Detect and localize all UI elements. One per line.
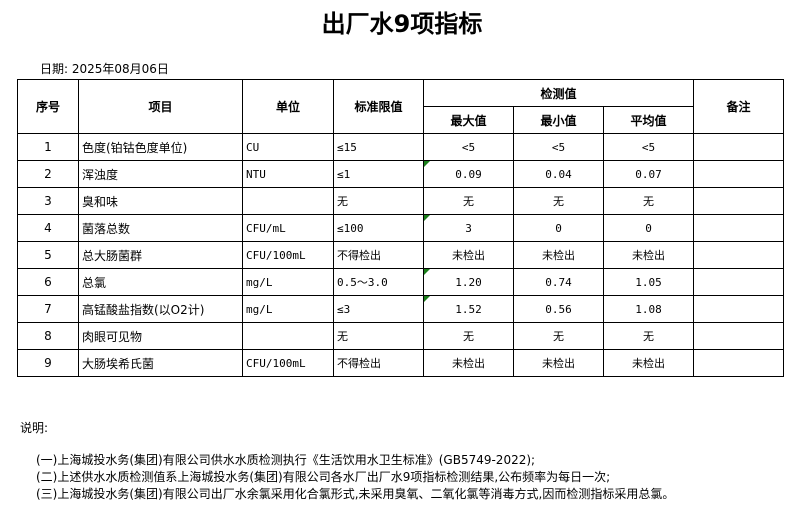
cell-min: 0.74 <box>513 268 604 296</box>
header-avg: 平均值 <box>603 106 694 134</box>
cell-no: 9 <box>17 349 79 377</box>
cell-unit <box>242 187 334 215</box>
cell-remark <box>693 349 784 377</box>
cell-max: 3 <box>423 214 514 242</box>
header-unit: 单位 <box>242 79 334 134</box>
cell-avg: 无 <box>603 187 694 215</box>
cell-remark <box>693 187 784 215</box>
cell-avg: 未检出 <box>603 241 694 269</box>
cell-min: 0.04 <box>513 160 604 188</box>
table-row: 6 总氯 mg/L 0.5～3.0 1.20 0.74 1.05 <box>17 268 784 296</box>
cell-unit: CFU/mL <box>242 214 334 242</box>
header-item: 项目 <box>78 79 243 134</box>
cell-no: 3 <box>17 187 79 215</box>
cell-max: 1.52 <box>423 295 514 323</box>
notes-label: 说明: <box>20 421 49 435</box>
cell-limit: 0.5～3.0 <box>333 268 424 296</box>
cell-unit <box>242 322 334 350</box>
cell-max: 无 <box>423 187 514 215</box>
header-no: 序号 <box>17 79 79 134</box>
table-row: 3 臭和味无无无无 <box>17 187 784 215</box>
report-date: 日期: 2025年08月06日 <box>40 62 169 76</box>
cell-unit: mg/L <box>242 268 334 296</box>
cell-item: 菌落总数 <box>78 214 243 242</box>
note-line: (一)上海城投水务(集团)有限公司供水水质检测执行《生活饮用水卫生标准》(GB5… <box>36 453 536 467</box>
cell-min: 未检出 <box>513 349 604 377</box>
cell-remark <box>693 214 784 242</box>
cell-min: 未检出 <box>513 241 604 269</box>
cell-item: 高锰酸盐指数(以O2计) <box>78 295 243 323</box>
cell-max: 未检出 <box>423 241 514 269</box>
cell-item: 浑浊度 <box>78 160 243 188</box>
cell-avg: 1.05 <box>603 268 694 296</box>
cell-limit: ≤1 <box>333 160 424 188</box>
cell-min: 0 <box>513 214 604 242</box>
cell-remark <box>693 241 784 269</box>
cell-min: 无 <box>513 322 604 350</box>
page-title: 出厂水9项指标 <box>321 10 483 38</box>
cell-remark <box>693 268 784 296</box>
cell-item: 总大肠菌群 <box>78 241 243 269</box>
cell-limit: ≤100 <box>333 214 424 242</box>
cell-unit: mg/L <box>242 295 334 323</box>
cell-no: 6 <box>17 268 79 296</box>
cell-item: 大肠埃希氏菌 <box>78 349 243 377</box>
cell-no: 8 <box>17 322 79 350</box>
table-row: 9 大肠埃希氏菌 CFU/100mL 不得检出 未检出 未检出 未检出 <box>17 349 784 377</box>
cell-no: 5 <box>17 241 79 269</box>
cell-avg: 0 <box>603 214 694 242</box>
cell-max: 1.20 <box>423 268 514 296</box>
cell-no: 1 <box>17 133 79 161</box>
cell-item: 总氯 <box>78 268 243 296</box>
cell-limit: 无 <box>333 187 424 215</box>
cell-remark <box>693 160 784 188</box>
cell-avg: 1.08 <box>603 295 694 323</box>
cell-limit: 无 <box>333 322 424 350</box>
cell-no: 4 <box>17 214 79 242</box>
header-detect: 检测值 <box>423 79 694 107</box>
cell-avg: 无 <box>603 322 694 350</box>
header-min: 最小值 <box>513 106 604 134</box>
cell-unit: CFU/100mL <box>242 241 334 269</box>
cell-limit: ≤15 <box>333 133 424 161</box>
cell-no: 7 <box>17 295 79 323</box>
table-row: 7 高锰酸盐指数(以O2计) mg/L ≤3 1.52 0.56 1.08 <box>17 295 784 323</box>
cell-max: <5 <box>423 133 514 161</box>
cell-avg: 未检出 <box>603 349 694 377</box>
table-row: 5 总大肠菌群 CFU/100mL 不得检出 未检出 未检出 未检出 <box>17 241 784 269</box>
cell-unit: CU <box>242 133 334 161</box>
table-row: 4 菌落总数 CFU/mL ≤100 3 0 0 <box>17 214 784 242</box>
table-row: 2 浑浊度 NTU ≤1 0.09 0.04 0.07 <box>17 160 784 188</box>
header-limit: 标准限值 <box>333 79 424 134</box>
header-remark: 备注 <box>693 79 784 134</box>
cell-limit: 不得检出 <box>333 349 424 377</box>
cell-max: 无 <box>423 322 514 350</box>
cell-remark <box>693 322 784 350</box>
cell-avg: 0.07 <box>603 160 694 188</box>
note-line: (二)上述供水水质检测值系上海城投水务(集团)有限公司各水厂出厂水9项指标检测结… <box>36 470 611 484</box>
cell-unit: CFU/100mL <box>242 349 334 377</box>
cell-limit: 不得检出 <box>333 241 424 269</box>
cell-item: 臭和味 <box>78 187 243 215</box>
cell-min: 无 <box>513 187 604 215</box>
cell-max: 未检出 <box>423 349 514 377</box>
note-line: (三)上海城投水务(集团)有限公司出厂水余氯采用化合氯形式,未采用臭氧、二氧化氯… <box>36 487 675 501</box>
header-max: 最大值 <box>423 106 514 134</box>
cell-limit: ≤3 <box>333 295 424 323</box>
cell-item: 肉眼可见物 <box>78 322 243 350</box>
water-quality-table: 序号 项目 单位 标准限值 检测值 备注 最大值 最小值 平均值 1 色度(铂钴色… <box>17 79 784 377</box>
table-row: 8 肉眼可见物无无无无 <box>17 322 784 350</box>
cell-avg: <5 <box>603 133 694 161</box>
cell-remark <box>693 133 784 161</box>
notes: 说明: (一)上海城投水务(集团)有限公司供水水质检测执行《生活饮用水卫生标准》… <box>20 420 674 503</box>
cell-unit: NTU <box>242 160 334 188</box>
cell-no: 2 <box>17 160 79 188</box>
cell-max: 0.09 <box>423 160 514 188</box>
table-row: 1 色度(铂钴色度单位) CU ≤15 <5 <5 <5 <box>17 133 784 161</box>
cell-min: <5 <box>513 133 604 161</box>
cell-min: 0.56 <box>513 295 604 323</box>
cell-item: 色度(铂钴色度单位) <box>78 133 243 161</box>
cell-remark <box>693 295 784 323</box>
